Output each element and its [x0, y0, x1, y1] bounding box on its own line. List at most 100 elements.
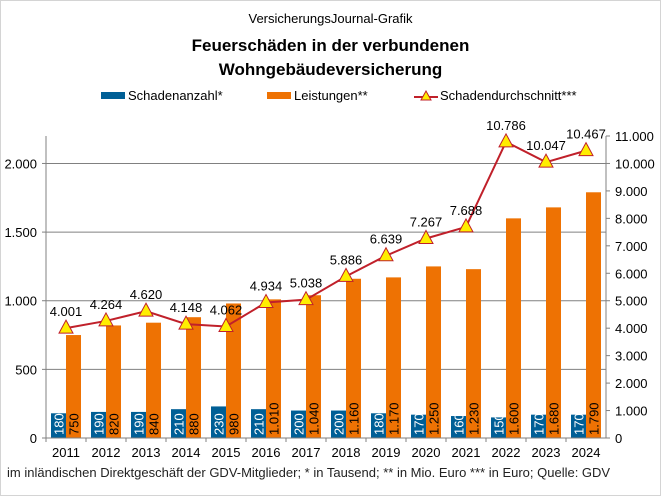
bar-schadenanzahl — [171, 409, 186, 438]
bar-label-leistungen: 1.600 — [507, 402, 522, 435]
x-tick-label: 2022 — [492, 445, 521, 460]
y-left-tick-label: 2.000 — [4, 156, 37, 171]
legend-label: Leistungen** — [294, 88, 368, 103]
x-tick-label: 2013 — [132, 445, 161, 460]
bar-label-leistungen: 1.160 — [347, 402, 362, 435]
line-data-label: 10.467 — [566, 127, 606, 142]
bar-label-leistungen: 1.170 — [387, 402, 402, 435]
x-tick-label: 2020 — [412, 445, 441, 460]
line-data-label: 7.267 — [410, 214, 443, 229]
y-right-tick-label: 5.000 — [615, 294, 648, 309]
bar-schadenanzahl — [531, 414, 546, 438]
line-marker — [98, 311, 114, 327]
legend-swatch-orange — [267, 92, 291, 99]
line-data-label: 6.639 — [370, 232, 403, 247]
line-data-label: 4.620 — [130, 287, 163, 302]
line-data-label: 4.148 — [170, 300, 203, 315]
legend-line-marker-icon — [414, 89, 438, 100]
legend-swatch-blue — [101, 92, 125, 99]
chart-title-line2: Wohngebäudeversicherung — [218, 60, 443, 79]
legend-item-leistungen: Leistungen** — [267, 88, 368, 103]
bar-label-schadenanzahl: 200 — [332, 413, 347, 435]
bar-label-leistungen: 980 — [227, 413, 242, 435]
line-marker — [298, 290, 314, 306]
legend: Schadenanzahl* Leistungen** Schadendurch… — [0, 88, 661, 104]
line-marker — [498, 132, 514, 148]
y-left-tick-label: 500 — [15, 362, 37, 377]
bar-leistungen — [106, 325, 121, 438]
bar-leistungen — [186, 317, 201, 438]
bar-label-schadenanzahl: 200 — [292, 413, 307, 435]
footnote: im inländischen Direktgeschäft der GDV-M… — [7, 465, 611, 480]
line-marker — [538, 153, 554, 168]
bar-schadenanzahl — [251, 409, 266, 438]
bar-label-schadenanzahl: 170 — [572, 413, 587, 435]
y-right-tick-label: 3.000 — [615, 349, 648, 364]
line-marker — [458, 217, 474, 233]
chart-title-line1: Feuerschäden in der verbundenen — [191, 36, 470, 55]
line-data-label: 5.886 — [330, 252, 363, 267]
bar-label-schadenanzahl: 190 — [92, 413, 107, 435]
bar-leistungen — [346, 278, 361, 438]
legend-label: Schadenanzahl* — [128, 88, 223, 103]
bar-leistungen — [386, 277, 401, 438]
y-right-tick-label: 8.000 — [615, 211, 648, 226]
y-left-tick-label: 1.500 — [4, 225, 37, 240]
bar-schadenanzahl — [211, 406, 226, 438]
bar-label-leistungen: 1.790 — [587, 402, 602, 435]
bar-label-schadenanzahl: 190 — [132, 413, 147, 435]
bar-schadenanzahl — [91, 411, 106, 438]
line-data-label: 10.786 — [486, 118, 526, 133]
bar-schadenanzahl — [371, 413, 386, 438]
y-left-tick-label: 0 — [30, 431, 37, 446]
bar-schadenanzahl — [291, 410, 306, 438]
x-tick-label: 2018 — [332, 445, 361, 460]
source-title: VersicherungsJournal-Grafik — [248, 11, 413, 26]
y-right-tick-label: 11.000 — [615, 129, 654, 144]
line-marker — [258, 293, 274, 309]
bar-label-schadenanzahl: 150 — [492, 413, 507, 435]
y-right-tick-label: 10.000 — [615, 156, 655, 171]
bar-leistungen — [506, 218, 521, 438]
bar-schadenanzahl — [451, 416, 466, 438]
bar-label-schadenanzahl: 230 — [212, 413, 227, 435]
x-tick-label: 2023 — [532, 445, 561, 460]
bar-schadenanzahl — [331, 410, 346, 438]
bar-label-schadenanzahl: 160 — [452, 413, 467, 435]
bar-leistungen — [146, 322, 161, 438]
bar-label-schadenanzahl: 170 — [532, 413, 547, 435]
bar-schadenanzahl — [411, 414, 426, 438]
x-tick-label: 2011 — [52, 445, 80, 460]
x-tick-label: 2012 — [92, 445, 121, 460]
x-tick-label: 2017 — [292, 445, 321, 460]
line-marker — [218, 317, 234, 332]
bar-leistungen — [226, 303, 241, 438]
line-data-label: 4.001 — [50, 304, 83, 319]
y-right-tick-label: 0 — [615, 431, 622, 446]
x-tick-label: 2019 — [372, 445, 401, 460]
legend-label: Schadendurchschnitt*** — [440, 88, 577, 103]
line-data-label: 5.038 — [290, 276, 323, 291]
line-data-label: 7.688 — [450, 203, 483, 218]
bar-label-schadenanzahl: 210 — [252, 413, 267, 435]
line-marker — [578, 141, 594, 157]
bar-label-leistungen: 1.680 — [547, 402, 562, 435]
bar-label-schadenanzahl: 180 — [372, 413, 387, 435]
bar-leistungen — [66, 335, 81, 438]
bar-label-leistungen: 1.250 — [427, 402, 442, 435]
bar-label-leistungen: 840 — [147, 413, 162, 435]
legend-item-schadendurchschnitt: Schadendurchschnitt*** — [414, 88, 577, 103]
y-right-tick-label: 2.000 — [615, 376, 648, 391]
y-right-tick-label: 4.000 — [615, 321, 648, 336]
bar-leistungen — [586, 192, 601, 438]
bar-schadenanzahl — [51, 413, 66, 438]
x-tick-label: 2014 — [172, 445, 201, 460]
y-right-tick-label: 6.000 — [615, 266, 648, 281]
x-tick-label: 2015 — [212, 445, 241, 460]
line-data-label: 4.062 — [210, 302, 243, 317]
line-data-label: 4.264 — [90, 297, 123, 312]
bar-label-schadenanzahl: 170 — [412, 413, 427, 435]
line-marker — [338, 267, 354, 282]
bar-label-leistungen: 820 — [107, 413, 122, 435]
